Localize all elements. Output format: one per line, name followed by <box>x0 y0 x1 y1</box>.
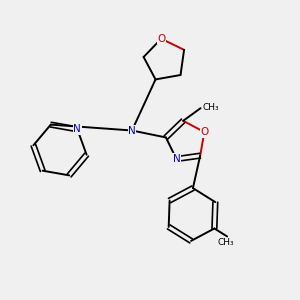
Text: N: N <box>128 125 136 136</box>
Text: O: O <box>157 34 165 44</box>
Text: O: O <box>200 127 208 137</box>
Text: CH₃: CH₃ <box>217 238 234 247</box>
Text: N: N <box>172 154 180 164</box>
Text: CH₃: CH₃ <box>202 103 219 112</box>
Text: N: N <box>74 124 81 134</box>
